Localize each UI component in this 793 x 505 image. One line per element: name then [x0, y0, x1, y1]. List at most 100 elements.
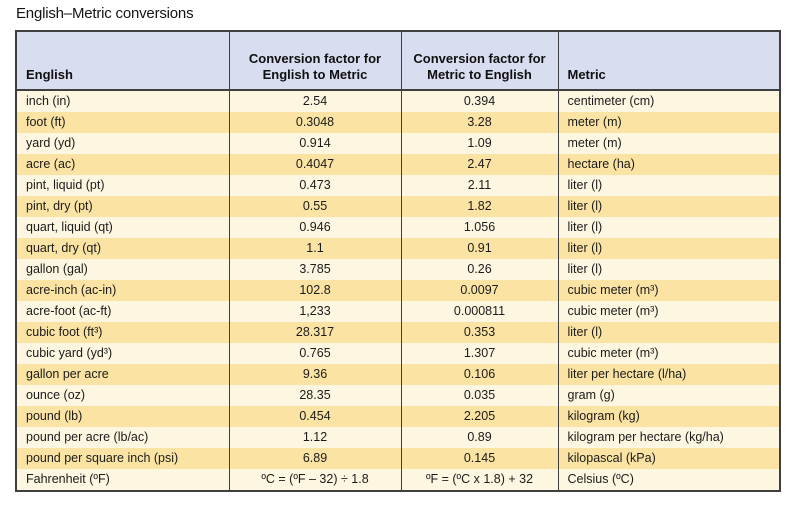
table-cell: 0.0097: [400, 280, 558, 301]
table-cell: liter (l): [557, 322, 780, 343]
table-cell: yard (yd): [16, 133, 229, 154]
table-cell: 1.307: [400, 343, 558, 364]
table-cell: liter per hectare (l/ha): [557, 364, 780, 385]
table-cell: 1.09: [400, 133, 558, 154]
table-row: acre-inch (ac-in) 102.8 0.0097 cubic meter …: [16, 280, 780, 301]
table-cell: quart, dry (qt): [16, 238, 229, 259]
table-cell: liter (l): [557, 217, 780, 238]
table-cell: inch (in): [16, 90, 229, 112]
table-row: pound per square inch (psi) 6.89 0.145 kilo…: [16, 448, 780, 469]
table-cell: 0.106: [400, 364, 558, 385]
table-cell: 28.317: [228, 322, 401, 343]
table-body: inch (in) 2.54 0.394 centimeter (cm) foot (f…: [16, 90, 780, 491]
table-cell: ºC = (ºF – 32) ÷ 1.8: [228, 469, 401, 491]
table-cell: 3.28: [400, 112, 558, 133]
table-cell: meter (m): [557, 112, 780, 133]
page-title: English–Metric conversions: [16, 5, 194, 22]
table-cell: Celsius (ºC): [557, 469, 780, 491]
table-cell: ºF = (ºC x 1.8) + 32: [400, 469, 558, 491]
table-cell: cubic meter (m³): [557, 280, 780, 301]
table-cell: ounce (oz): [16, 385, 229, 406]
table-row: gallon (gal) 3.785 0.26 liter (l): [16, 259, 780, 280]
table-cell: 0.55: [228, 196, 401, 217]
table-cell: 3.785: [228, 259, 401, 280]
table-header: English Conversion factor for English to…: [16, 31, 780, 91]
table-cell: 0.454: [228, 406, 401, 427]
table-cell: 28.35: [228, 385, 401, 406]
table-cell: cubic meter (m³): [557, 343, 780, 364]
table-row: foot (ft) 0.3048 3.28 meter (m): [16, 112, 780, 133]
table-row: pound (lb) 0.454 2.205 kilogram (kg): [16, 406, 780, 427]
table-cell: gallon (gal): [16, 259, 229, 280]
table-cell: 0.946: [228, 217, 401, 238]
table-cell: gallon per acre: [16, 364, 229, 385]
table-cell: 0.91: [400, 238, 558, 259]
table-cell: 1.056: [400, 217, 558, 238]
table-cell: cubic foot (ft³): [16, 322, 229, 343]
table-cell: 0.26: [400, 259, 558, 280]
table-cell: 1.82: [400, 196, 558, 217]
table-row: acre (ac) 0.4047 2.47 hectare (ha): [16, 154, 780, 175]
table-cell: 0.394: [400, 90, 558, 112]
table-cell: centimeter (cm): [557, 90, 780, 112]
table-cell: 0.000811: [400, 301, 558, 322]
table-cell: 1.1: [228, 238, 401, 259]
table-row: yard (yd) 0.914 1.09 meter (m): [16, 133, 780, 154]
table-cell: acre (ac): [16, 154, 229, 175]
table-cell: cubic meter (m³): [557, 301, 780, 322]
column-header-metric: Metric: [557, 31, 780, 91]
table-cell: 0.353: [400, 322, 558, 343]
table-cell: hectare (ha): [557, 154, 780, 175]
table-cell: gram (g): [557, 385, 780, 406]
table-cell: pint, dry (pt): [16, 196, 229, 217]
table-cell: 0.89: [400, 427, 558, 448]
table-cell: liter (l): [557, 196, 780, 217]
conversion-table: English Conversion factor for English to…: [15, 30, 781, 492]
table-cell: 0.765: [228, 343, 401, 364]
table-cell: 102.8: [228, 280, 401, 301]
table-row: pint, liquid (pt) 0.473 2.11 liter (l): [16, 175, 780, 196]
table-cell: kilogram per hectare (kg/ha): [557, 427, 780, 448]
column-header-english-to-metric: Conversion factor for English to Metric: [228, 31, 401, 91]
table-row: pound per acre (lb/ac) 1.12 0.89 kilogram p…: [16, 427, 780, 448]
table-row: Fahrenheit (ºF) ºC = (ºF – 32) ÷ 1.8 ºF = …: [16, 469, 780, 491]
table-cell: 0.035: [400, 385, 558, 406]
table-cell: pound per square inch (psi): [16, 448, 229, 469]
table-row: pint, dry (pt) 0.55 1.82 liter (l): [16, 196, 780, 217]
table-cell: 2.47: [400, 154, 558, 175]
column-header-metric-to-english: Conversion factor for Metric to English: [400, 31, 558, 91]
table-row: cubic yard (yd³) 0.765 1.307 cubic meter (m…: [16, 343, 780, 364]
table-cell: pint, liquid (pt): [16, 175, 229, 196]
table-cell: 6.89: [228, 448, 401, 469]
table-cell: 0.4047: [228, 154, 401, 175]
table-cell: liter (l): [557, 175, 780, 196]
table-cell: 0.914: [228, 133, 401, 154]
column-header-english: English: [16, 31, 229, 91]
table-cell: kilopascal (kPa): [557, 448, 780, 469]
table-cell: meter (m): [557, 133, 780, 154]
table-cell: acre-foot (ac-ft): [16, 301, 229, 322]
header-row: English Conversion factor for English to…: [16, 31, 780, 91]
table-cell: pound per acre (lb/ac): [16, 427, 229, 448]
table-cell: 9.36: [228, 364, 401, 385]
table-row: gallon per acre 9.36 0.106 liter per hectar…: [16, 364, 780, 385]
table-cell: 2.54: [228, 90, 401, 112]
table-cell: pound (lb): [16, 406, 229, 427]
table-cell: quart, liquid (qt): [16, 217, 229, 238]
table-cell: 0.473: [228, 175, 401, 196]
table-row: inch (in) 2.54 0.394 centimeter (cm): [16, 90, 780, 112]
table-row: quart, liquid (qt) 0.946 1.056 liter (l): [16, 217, 780, 238]
table-cell: 1,233: [228, 301, 401, 322]
table-cell: liter (l): [557, 259, 780, 280]
table-cell: liter (l): [557, 238, 780, 259]
table-row: ounce (oz) 28.35 0.035 gram (g): [16, 385, 780, 406]
table-cell: 2.11: [400, 175, 558, 196]
table-cell: foot (ft): [16, 112, 229, 133]
table-cell: acre-inch (ac-in): [16, 280, 229, 301]
table-row: quart, dry (qt) 1.1 0.91 liter (l): [16, 238, 780, 259]
table-row: acre-foot (ac-ft) 1,233 0.000811 cubic mete…: [16, 301, 780, 322]
table-cell: cubic yard (yd³): [16, 343, 229, 364]
table-cell: 2.205: [400, 406, 558, 427]
table-cell: kilogram (kg): [557, 406, 780, 427]
